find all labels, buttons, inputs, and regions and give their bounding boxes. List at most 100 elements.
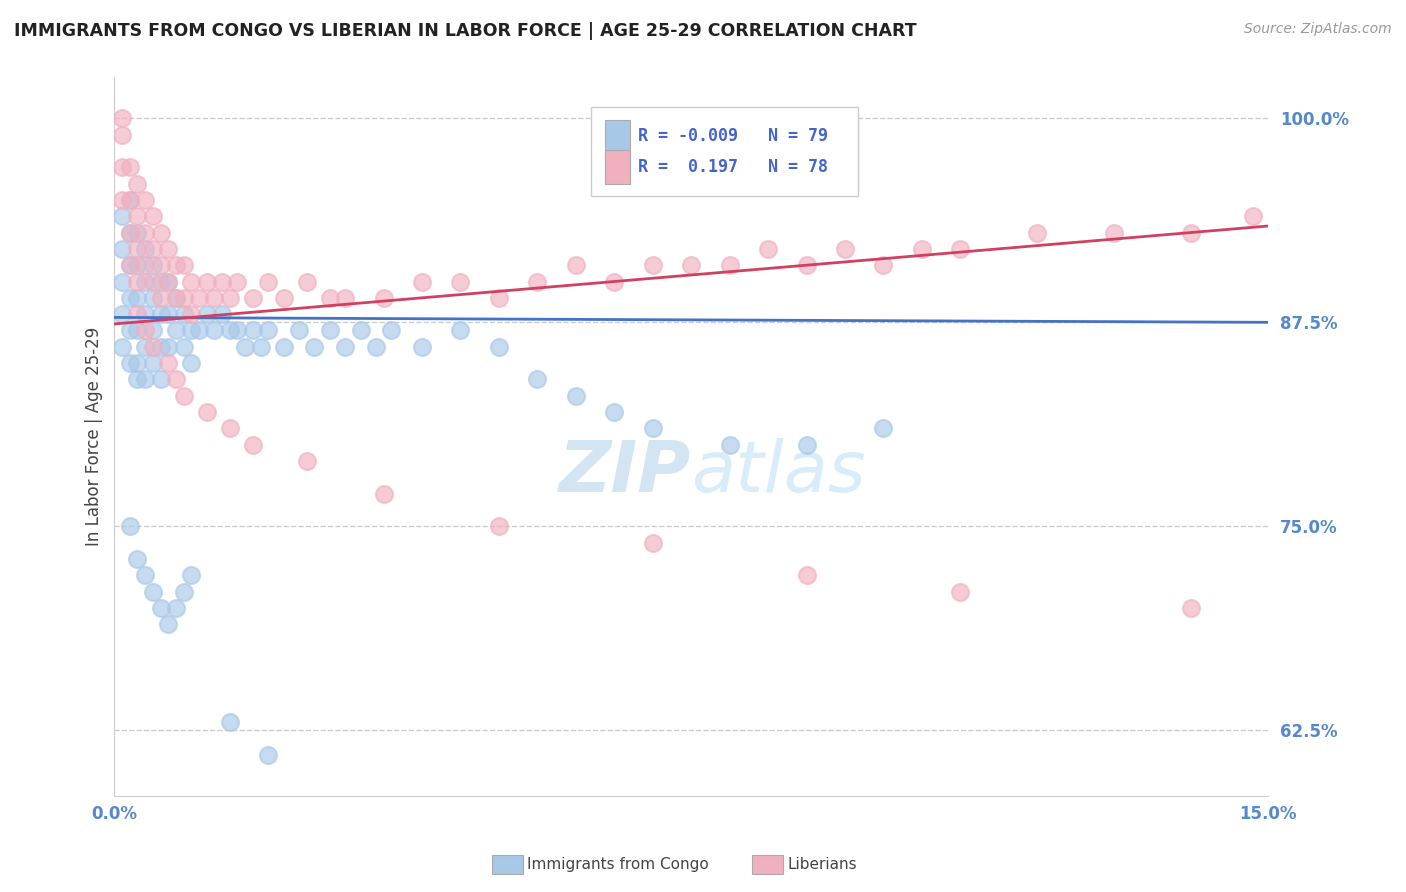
Point [872, 258, 894, 272]
Point [249, 340, 271, 354]
Point [834, 242, 856, 256]
Point [411, 275, 433, 289]
Point [149, 601, 172, 615]
Point [603, 275, 626, 289]
Point [202, 291, 225, 305]
Point [149, 372, 172, 386]
Point [118, 193, 141, 207]
Text: Source: ZipAtlas.com: Source: ZipAtlas.com [1244, 22, 1392, 37]
Point [149, 307, 172, 321]
Point [718, 258, 741, 272]
Point [949, 584, 972, 599]
Point [202, 323, 225, 337]
Point [450, 275, 472, 289]
Point [911, 242, 934, 256]
Point [565, 389, 588, 403]
Point [134, 307, 156, 321]
Text: R = -0.009   N = 79: R = -0.009 N = 79 [638, 128, 828, 145]
Text: Immigrants from Congo: Immigrants from Congo [527, 857, 709, 871]
Text: R =  0.197   N = 78: R = 0.197 N = 78 [638, 158, 828, 176]
Point [257, 323, 280, 337]
Point [488, 519, 510, 533]
Point [218, 715, 240, 730]
Point [565, 258, 588, 272]
Point [718, 438, 741, 452]
Point [1180, 226, 1202, 240]
Point [111, 209, 134, 223]
Point [142, 258, 165, 272]
Point [373, 487, 395, 501]
Point [872, 421, 894, 435]
Point [273, 340, 295, 354]
Point [173, 584, 195, 599]
Point [111, 128, 134, 142]
Point [134, 258, 156, 272]
Point [756, 242, 779, 256]
Point [142, 356, 165, 370]
Point [257, 747, 280, 762]
Point [242, 291, 264, 305]
Point [233, 340, 256, 354]
Point [149, 291, 172, 305]
Point [173, 291, 195, 305]
Point [142, 584, 165, 599]
Point [488, 340, 510, 354]
Point [165, 258, 187, 272]
Point [165, 291, 187, 305]
Point [349, 323, 371, 337]
Point [127, 258, 149, 272]
Point [118, 226, 141, 240]
Point [173, 389, 195, 403]
Point [180, 323, 202, 337]
Point [157, 356, 180, 370]
Point [450, 323, 472, 337]
Point [180, 307, 202, 321]
Point [319, 323, 342, 337]
Point [134, 275, 156, 289]
Point [134, 340, 156, 354]
Text: ZIP: ZIP [560, 438, 692, 507]
Point [319, 291, 342, 305]
Point [127, 209, 149, 223]
Point [134, 323, 156, 337]
Point [111, 275, 134, 289]
Y-axis label: In Labor Force | Age 25-29: In Labor Force | Age 25-29 [86, 327, 103, 546]
Point [603, 405, 626, 419]
Text: Liberians: Liberians [787, 857, 858, 871]
Point [211, 307, 233, 321]
Point [134, 226, 156, 240]
Point [142, 323, 165, 337]
Point [364, 340, 387, 354]
Point [1241, 209, 1264, 223]
Point [118, 323, 141, 337]
Point [796, 438, 818, 452]
Point [796, 568, 818, 582]
Point [127, 372, 149, 386]
Point [157, 307, 180, 321]
Point [180, 356, 202, 370]
Text: IMMIGRANTS FROM CONGO VS LIBERIAN IN LABOR FORCE | AGE 25-29 CORRELATION CHART: IMMIGRANTS FROM CONGO VS LIBERIAN IN LAB… [14, 22, 917, 40]
Point [118, 519, 141, 533]
Point [173, 340, 195, 354]
Point [134, 372, 156, 386]
Point [188, 291, 211, 305]
Point [157, 617, 180, 632]
Point [195, 405, 218, 419]
Point [180, 275, 202, 289]
Point [304, 340, 326, 354]
Point [333, 291, 356, 305]
Point [127, 307, 149, 321]
Point [218, 421, 240, 435]
Point [111, 193, 134, 207]
Point [127, 242, 149, 256]
Point [142, 340, 165, 354]
Point [218, 323, 240, 337]
Point [127, 291, 149, 305]
Point [149, 275, 172, 289]
Point [127, 323, 149, 337]
Point [681, 258, 703, 272]
Point [127, 226, 149, 240]
Point [111, 112, 134, 126]
Point [134, 193, 156, 207]
Point [165, 291, 187, 305]
